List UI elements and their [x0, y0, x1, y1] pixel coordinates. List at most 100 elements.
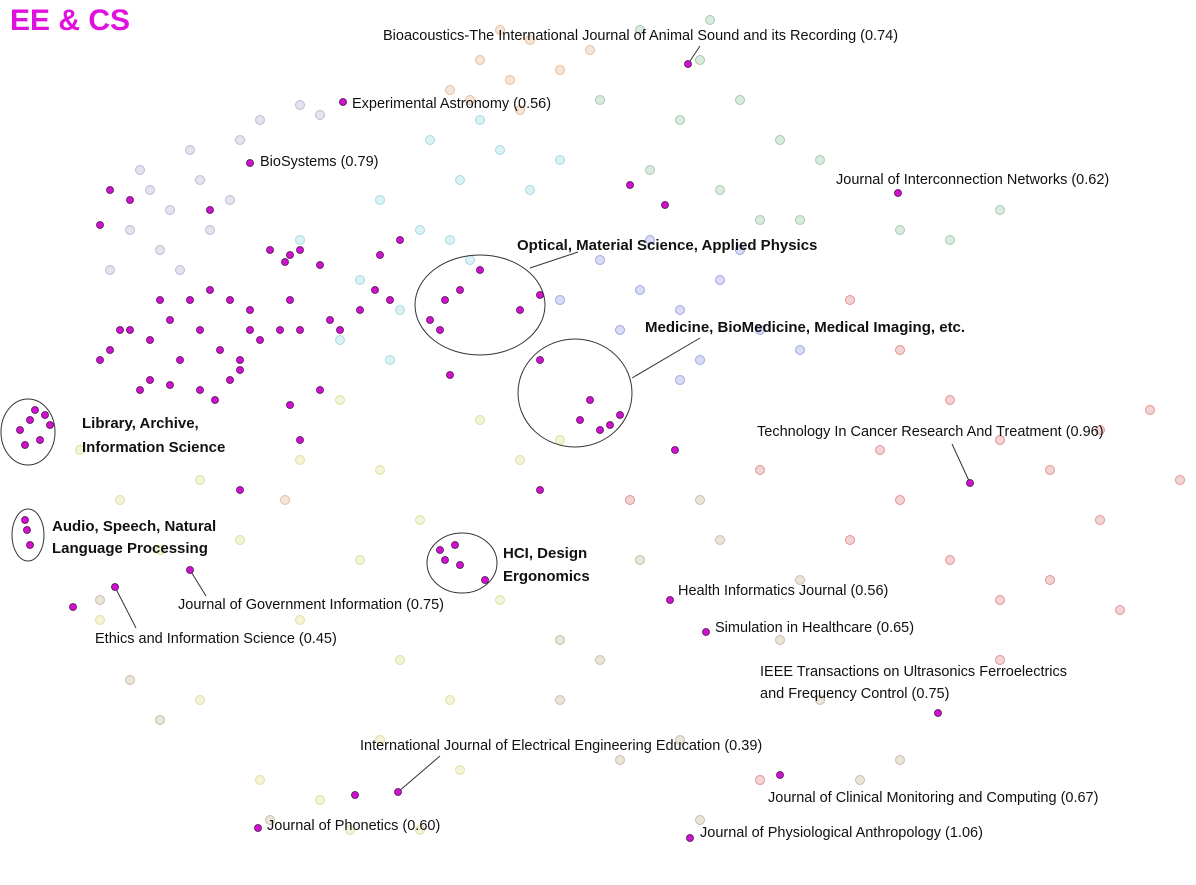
point: [355, 275, 365, 285]
highlight-point: [26, 541, 34, 549]
highlight-point: [296, 436, 304, 444]
highlight-point: [236, 356, 244, 364]
point: [335, 335, 345, 345]
point: [95, 615, 105, 625]
highlight-point: [126, 326, 134, 334]
group-outline: [426, 532, 498, 594]
point: [705, 15, 715, 25]
point: [695, 815, 705, 825]
highlight-point: [576, 416, 584, 424]
point: [845, 535, 855, 545]
point: [855, 775, 865, 785]
highlight-point: [296, 326, 304, 334]
point: [445, 235, 455, 245]
leader-line: [397, 755, 441, 793]
highlight-point: [316, 261, 324, 269]
group-label: Language Processing: [52, 540, 208, 557]
highlight-point: [166, 381, 174, 389]
point: [945, 235, 955, 245]
annotation-label: International Journal of Electrical Engi…: [360, 738, 762, 754]
point: [675, 375, 685, 385]
point: [715, 275, 725, 285]
point: [1175, 475, 1185, 485]
point: [495, 25, 505, 35]
highlight-point: [186, 296, 194, 304]
point: [635, 25, 645, 35]
group-label: Information Science: [82, 439, 225, 456]
point: [595, 255, 605, 265]
point: [315, 795, 325, 805]
point: [525, 35, 535, 45]
point: [795, 345, 805, 355]
highlight-point: [446, 371, 454, 379]
point: [265, 815, 275, 825]
group-outline: [0, 398, 56, 466]
point: [105, 265, 115, 275]
annotated-point: [934, 709, 942, 717]
annotation-label: Journal of Clinical Monitoring and Compu…: [768, 790, 1098, 806]
point: [675, 735, 685, 745]
highlight-point: [236, 366, 244, 374]
point: [465, 255, 475, 265]
highlight-point: [386, 296, 394, 304]
highlight-point: [376, 251, 384, 259]
highlight-point: [436, 326, 444, 334]
point: [465, 95, 475, 105]
point: [755, 465, 765, 475]
point: [585, 45, 595, 55]
annotation-label: Health Informatics Journal (0.56): [678, 583, 888, 599]
annotation-label: IEEE Transactions on Ultrasonics Ferroel…: [760, 664, 1067, 680]
point: [295, 235, 305, 245]
highlight-point: [326, 316, 334, 324]
highlight-point: [16, 426, 24, 434]
highlight-point: [661, 201, 669, 209]
highlight-point: [21, 516, 29, 524]
point: [205, 225, 215, 235]
point: [115, 495, 125, 505]
point: [795, 575, 805, 585]
point: [715, 535, 725, 545]
highlight-point: [536, 291, 544, 299]
point: [375, 735, 385, 745]
leader-line: [631, 337, 701, 379]
point: [735, 245, 745, 255]
annotation-label: Technology In Cancer Research And Treatm…: [757, 424, 1104, 440]
point: [355, 555, 365, 565]
point: [1045, 575, 1055, 585]
point: [375, 465, 385, 475]
point: [135, 165, 145, 175]
point: [255, 115, 265, 125]
highlight-point: [356, 306, 364, 314]
point: [95, 595, 105, 605]
annotated-point: [246, 159, 254, 167]
annotation-label: Journal of Phonetics (0.60): [267, 818, 440, 834]
highlight-point: [606, 421, 614, 429]
point: [75, 445, 85, 455]
point: [845, 295, 855, 305]
highlight-point: [36, 436, 44, 444]
point: [255, 775, 265, 785]
highlight-point: [146, 376, 154, 384]
point: [1045, 465, 1055, 475]
point: [295, 455, 305, 465]
point: [995, 595, 1005, 605]
point: [525, 185, 535, 195]
highlight-point: [106, 186, 114, 194]
highlight-point: [296, 246, 304, 254]
highlight-point: [371, 286, 379, 294]
point: [415, 225, 425, 235]
highlight-point: [516, 306, 524, 314]
leader-line: [114, 586, 137, 629]
leader-line: [189, 569, 207, 597]
highlight-point: [196, 386, 204, 394]
point: [595, 95, 605, 105]
point: [635, 555, 645, 565]
highlight-point: [436, 546, 444, 554]
annotated-point: [776, 771, 784, 779]
point: [695, 355, 705, 365]
point: [615, 325, 625, 335]
point: [755, 325, 765, 335]
point: [695, 495, 705, 505]
leader-line: [951, 443, 971, 484]
